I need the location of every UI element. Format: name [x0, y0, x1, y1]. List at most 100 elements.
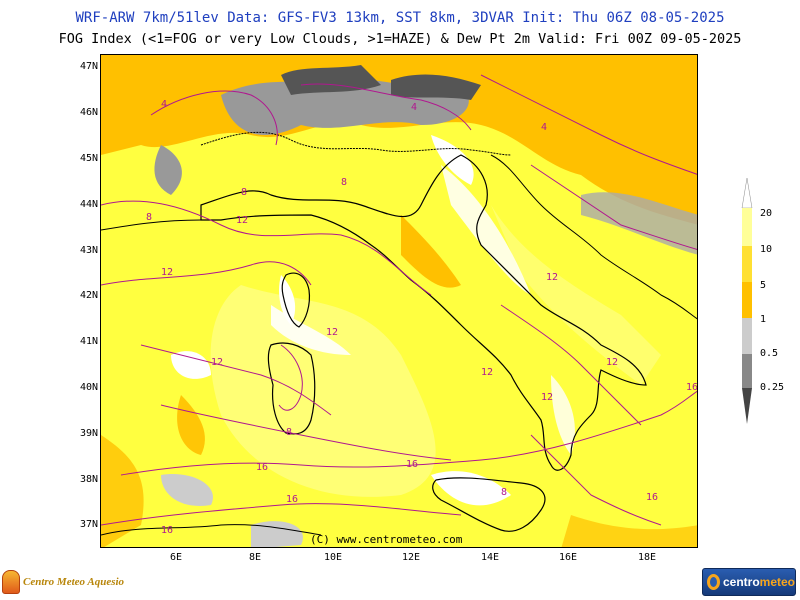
contour-label: 12	[546, 272, 558, 283]
lat-label-42n: 42N	[79, 290, 98, 301]
centrometeo-logo-text: centrometeo	[723, 575, 795, 589]
lon-label-14e: 14E	[480, 552, 500, 563]
lat-label-37n: 37N	[79, 519, 98, 530]
contour-line	[101, 200, 432, 296]
colorbar-label-05: 0.5	[760, 348, 779, 359]
centro-meteo-aquesio-logo[interactable]: Centro Meteo Aquesio	[2, 570, 124, 594]
contour-label: 12	[161, 267, 173, 278]
lat-label-46n: 46N	[79, 107, 98, 118]
contour-label: 4	[541, 122, 547, 133]
contour-label: 8	[501, 487, 507, 498]
lat-label-41n: 41N	[79, 336, 98, 347]
contour-label: 12	[326, 327, 338, 338]
haze-orange-balkans	[541, 95, 697, 225]
lon-label-18e: 18E	[637, 552, 657, 563]
colorbar-label-025: 0.25	[760, 382, 785, 393]
lat-label-45n: 45N	[79, 153, 98, 164]
colorbar-label-1: 1	[760, 314, 767, 325]
contour-label: 8	[241, 187, 247, 198]
clear-calabria	[551, 375, 575, 455]
colorbar-bottom-arrow	[742, 388, 752, 424]
coastline-sardinia	[267, 342, 316, 435]
contour-label: 8	[146, 212, 152, 223]
contour-line	[101, 261, 312, 286]
clear-adriatic-coast	[441, 165, 531, 295]
contour-line	[140, 344, 332, 416]
fog-index-colorbar	[730, 177, 790, 428]
colorbar-band-20	[742, 208, 752, 246]
contour-label: 8	[341, 177, 347, 188]
colorbar-band-05	[742, 354, 752, 388]
coastline-france	[101, 219, 202, 231]
lon-label-6e: 6E	[169, 552, 183, 563]
colorbar-label-20: 20	[760, 208, 773, 219]
fog-balkans	[581, 192, 697, 255]
lat-label-39n: 39N	[79, 428, 98, 439]
contour-line	[530, 164, 697, 250]
logo-text-part1: centro	[722, 575, 760, 589]
lowcloud-sw-patch	[161, 474, 213, 506]
lat-label-38n: 38N	[79, 474, 98, 485]
contour-label: 16	[646, 492, 658, 503]
coastline-balkans	[490, 154, 697, 320]
colorbar-label-5: 5	[760, 280, 767, 291]
coastline-corsica	[281, 272, 311, 328]
lon-label-12e: 12E	[401, 552, 421, 563]
contour-line	[160, 404, 452, 461]
haze-orange-apennines	[401, 215, 461, 288]
contour-line	[150, 90, 278, 146]
contour-label: 4	[161, 99, 167, 110]
haze-pale-sea-tyrrhenian	[210, 285, 436, 497]
fog-west-alps	[154, 145, 182, 195]
colorbar-band-5	[742, 282, 752, 318]
lon-label-16e: 16E	[558, 552, 578, 563]
centrometeo-logo[interactable]: centrometeo	[702, 568, 796, 596]
contour-label: 4	[411, 102, 417, 113]
fog-index-map: 4 4 4 8 8 8 12 12 12 12 12 12 12 12 8 8 …	[100, 54, 698, 548]
coastline-sicily	[432, 477, 546, 532]
colorbar-top-arrow	[741, 177, 753, 209]
contour-label: 12	[606, 357, 618, 368]
lat-label-44n: 44N	[79, 199, 98, 210]
contour-label: 8	[286, 427, 292, 438]
contour-label: 16	[406, 459, 418, 470]
dewpoint-contours	[101, 74, 697, 526]
map-canvas: 4 4 4 8 8 8 12 12 12 12 12 12 12 12 8 8 …	[101, 55, 698, 547]
title-product-info: FOG Index (<1=FOG or very Low Clouds, >1…	[58, 31, 742, 47]
title-model-info: WRF-ARW 7km/51lev Data: GFS-FV3 13km, SS…	[75, 10, 725, 26]
coastline-africa	[101, 524, 322, 536]
contour-label: 16	[286, 494, 298, 505]
clear-west-sardinia	[171, 351, 211, 379]
contour-label: 16	[256, 462, 268, 473]
contour-line	[500, 304, 642, 426]
colorbar-band-1	[742, 318, 752, 354]
clear-sicily	[431, 471, 511, 506]
contour-line	[101, 503, 462, 526]
lat-label-43n: 43N	[79, 245, 98, 256]
lon-label-8e: 8E	[248, 552, 262, 563]
haze-orange-sw	[101, 435, 144, 547]
contour-label: 12	[481, 367, 493, 378]
colorbar-label-10: 10	[760, 244, 773, 255]
fog-dense-alps-east	[391, 74, 481, 100]
logo-text-part2: meteo	[759, 575, 795, 589]
map-credit: (C) www.centrometeo.com	[310, 533, 463, 546]
aquesio-logo-icon	[2, 570, 20, 594]
contour-line	[530, 434, 662, 526]
lon-label-10e: 10E	[323, 552, 343, 563]
lat-label-47n: 47N	[79, 61, 98, 72]
contour-line	[120, 390, 697, 476]
haze-pale-sea-adriatic	[491, 205, 661, 385]
border-alps	[200, 131, 512, 156]
contour-label: 12	[211, 357, 223, 368]
lowcloud-s-patch	[251, 521, 303, 547]
contour-line	[480, 74, 697, 175]
colorbar-band-10	[742, 246, 752, 282]
contour-label: 16	[686, 382, 698, 393]
aquesio-logo-text: Centro Meteo Aquesio	[23, 576, 125, 588]
lat-label-40n: 40N	[79, 382, 98, 393]
contour-label: 12	[236, 215, 248, 226]
contour-line	[278, 344, 303, 411]
haze-orange-se	[561, 515, 697, 547]
contour-line	[300, 83, 472, 131]
